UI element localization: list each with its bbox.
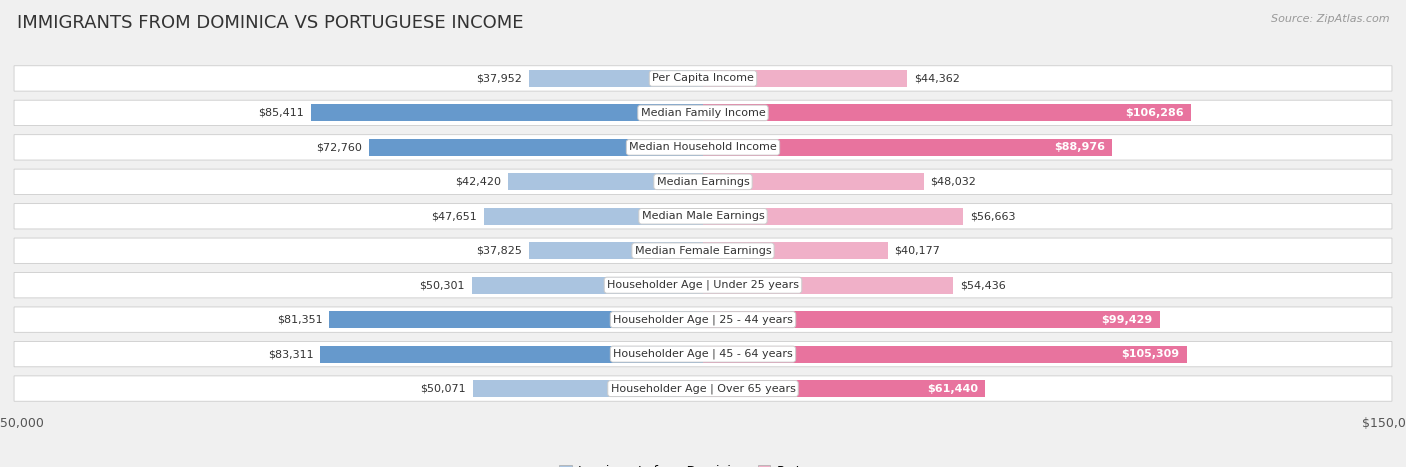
- Text: $48,032: $48,032: [931, 177, 976, 187]
- Bar: [703, 173, 924, 190]
- Bar: [329, 311, 703, 328]
- Text: $50,301: $50,301: [419, 280, 465, 290]
- Text: $40,177: $40,177: [894, 246, 941, 256]
- Bar: [368, 139, 703, 156]
- FancyBboxPatch shape: [14, 169, 1392, 194]
- Text: $42,420: $42,420: [456, 177, 502, 187]
- Text: Householder Age | Under 25 years: Householder Age | Under 25 years: [607, 280, 799, 290]
- Text: $88,976: $88,976: [1053, 142, 1105, 152]
- Bar: [703, 70, 907, 87]
- Bar: [529, 242, 703, 259]
- Bar: [703, 380, 986, 397]
- FancyBboxPatch shape: [14, 238, 1392, 263]
- FancyBboxPatch shape: [14, 134, 1392, 160]
- Bar: [484, 208, 703, 225]
- FancyBboxPatch shape: [14, 204, 1392, 229]
- Bar: [703, 208, 963, 225]
- Text: IMMIGRANTS FROM DOMINICA VS PORTUGUESE INCOME: IMMIGRANTS FROM DOMINICA VS PORTUGUESE I…: [17, 14, 523, 32]
- Bar: [508, 173, 703, 190]
- Legend: Immigrants from Dominica, Portuguese: Immigrants from Dominica, Portuguese: [554, 460, 852, 467]
- Bar: [472, 277, 703, 294]
- Text: $54,436: $54,436: [960, 280, 1005, 290]
- FancyBboxPatch shape: [14, 376, 1392, 401]
- Text: $56,663: $56,663: [970, 211, 1015, 221]
- FancyBboxPatch shape: [14, 307, 1392, 333]
- Text: $61,440: $61,440: [928, 383, 979, 394]
- FancyBboxPatch shape: [14, 100, 1392, 126]
- Bar: [703, 139, 1112, 156]
- Text: $37,825: $37,825: [477, 246, 523, 256]
- Bar: [703, 277, 953, 294]
- Text: $99,429: $99,429: [1101, 315, 1153, 325]
- Text: $85,411: $85,411: [259, 108, 304, 118]
- Bar: [311, 105, 703, 121]
- FancyBboxPatch shape: [14, 341, 1392, 367]
- Text: Householder Age | Over 65 years: Householder Age | Over 65 years: [610, 383, 796, 394]
- FancyBboxPatch shape: [14, 273, 1392, 298]
- Text: $72,760: $72,760: [316, 142, 361, 152]
- Text: $37,952: $37,952: [475, 73, 522, 84]
- Text: Householder Age | 45 - 64 years: Householder Age | 45 - 64 years: [613, 349, 793, 359]
- Text: Median Female Earnings: Median Female Earnings: [634, 246, 772, 256]
- Text: Per Capita Income: Per Capita Income: [652, 73, 754, 84]
- Text: Source: ZipAtlas.com: Source: ZipAtlas.com: [1271, 14, 1389, 24]
- Text: Median Earnings: Median Earnings: [657, 177, 749, 187]
- Text: Median Family Income: Median Family Income: [641, 108, 765, 118]
- Bar: [703, 105, 1191, 121]
- Text: $106,286: $106,286: [1126, 108, 1184, 118]
- Bar: [703, 346, 1187, 362]
- Text: $50,071: $50,071: [420, 383, 467, 394]
- Text: $47,651: $47,651: [432, 211, 477, 221]
- Bar: [321, 346, 703, 362]
- Text: Median Household Income: Median Household Income: [628, 142, 778, 152]
- Bar: [472, 380, 703, 397]
- Text: $83,311: $83,311: [269, 349, 314, 359]
- Bar: [529, 70, 703, 87]
- Text: Median Male Earnings: Median Male Earnings: [641, 211, 765, 221]
- Bar: [703, 311, 1160, 328]
- Text: $81,351: $81,351: [277, 315, 322, 325]
- Text: $44,362: $44,362: [914, 73, 959, 84]
- FancyBboxPatch shape: [14, 66, 1392, 91]
- Bar: [703, 242, 887, 259]
- Text: Householder Age | 25 - 44 years: Householder Age | 25 - 44 years: [613, 314, 793, 325]
- Text: $105,309: $105,309: [1122, 349, 1180, 359]
